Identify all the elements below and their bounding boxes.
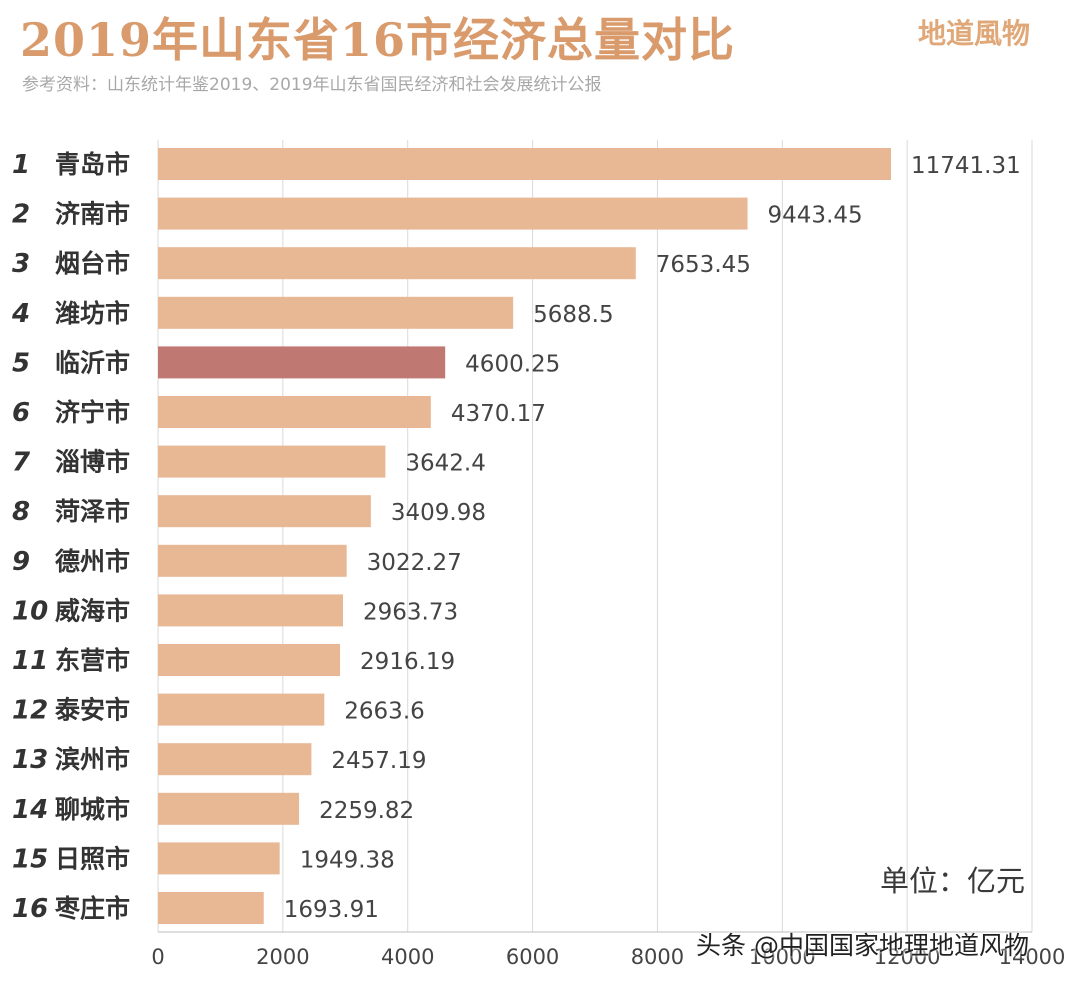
bar — [158, 594, 344, 627]
category-label: 青岛市 — [55, 150, 130, 179]
rank-label: 2 — [12, 200, 30, 230]
value-label: 5688.5 — [533, 302, 613, 328]
x-tick-label: 2000 — [256, 945, 309, 969]
unit-label: 单位：亿元 — [880, 864, 1026, 898]
category-label: 淄博市 — [55, 448, 130, 477]
source-note: 参考资料：山东统计年鉴2019、2019年山东省国民经济和社会发展统计公报 — [22, 75, 602, 95]
category-label: 德州市 — [55, 547, 130, 576]
brand-logo: 地道風物 — [917, 17, 1030, 50]
value-label: 2663.6 — [344, 699, 424, 725]
value-label: 4600.25 — [465, 351, 560, 377]
value-label: 2457.19 — [331, 748, 426, 774]
bar — [158, 396, 431, 428]
category-label: 济宁市 — [55, 398, 130, 427]
rank-label: 10 — [12, 596, 48, 626]
value-label: 4370.17 — [451, 401, 546, 427]
bar-layer — [158, 148, 891, 924]
category-label: 烟台市 — [55, 249, 130, 278]
value-label: 2916.19 — [360, 649, 455, 675]
rank-label: 4 — [11, 299, 30, 329]
value-label: 9443.45 — [768, 203, 863, 229]
rank-label: 9 — [12, 547, 30, 577]
rank-label: 14 — [12, 795, 48, 825]
value-label: 3409.98 — [391, 500, 486, 526]
bar — [158, 445, 386, 478]
bar — [158, 743, 312, 776]
value-label: 7653.45 — [656, 252, 751, 278]
category-label: 日照市 — [55, 844, 130, 873]
rank-label: 1 — [12, 150, 30, 180]
rank-label: 11 — [12, 646, 48, 676]
rank-label: 8 — [12, 497, 30, 527]
x-tick-label: 10000 — [749, 945, 816, 969]
bar — [158, 644, 341, 676]
category-label: 临沂市 — [55, 348, 130, 377]
bar — [158, 544, 347, 577]
bar — [158, 296, 514, 329]
category-label: 济南市 — [55, 200, 130, 229]
rank-label: 6 — [12, 398, 30, 428]
category-label: 潍坊市 — [55, 299, 130, 328]
bar — [158, 495, 371, 528]
category-label: 威海市 — [55, 596, 130, 625]
rank-label: 16 — [12, 894, 48, 924]
category-label: 聊城市 — [55, 795, 130, 824]
bar — [158, 346, 446, 379]
bar — [158, 148, 891, 180]
value-label: 3022.27 — [367, 550, 462, 576]
x-tick-label: 4000 — [381, 945, 434, 969]
bar — [158, 693, 325, 726]
rank-label: 3 — [12, 249, 30, 279]
value-label: 2259.82 — [319, 798, 414, 824]
value-label: 2963.73 — [363, 599, 458, 625]
x-tick-label: 0 — [151, 945, 164, 969]
x-tick-label: 14000 — [999, 945, 1066, 969]
bar — [158, 842, 280, 875]
watermark: 头条 @中国国家地理地道风物 — [696, 931, 1029, 960]
bar — [158, 247, 636, 280]
rank-label: 13 — [12, 745, 48, 775]
value-label: 3642.4 — [405, 451, 485, 477]
rank-label: 12 — [12, 696, 48, 726]
category-label: 菏泽市 — [55, 497, 130, 526]
x-tick-label: 6000 — [506, 945, 559, 969]
value-label: 1693.91 — [284, 897, 379, 923]
rank-label: 15 — [12, 844, 48, 874]
x-tick-label: 8000 — [631, 945, 684, 969]
category-label: 东营市 — [55, 646, 130, 675]
category-label: 泰安市 — [55, 696, 130, 725]
bar — [158, 197, 748, 230]
x-tick-label: 12000 — [874, 945, 941, 969]
bar — [158, 892, 264, 924]
rank-label: 5 — [12, 348, 30, 378]
value-label: 1949.38 — [300, 847, 395, 873]
bar — [158, 792, 300, 825]
category-label: 枣庄市 — [54, 894, 130, 923]
chart-title: 2019年山东省16市经济总量对比 — [20, 13, 736, 67]
rank-label: 7 — [12, 448, 31, 478]
value-label: 11741.31 — [911, 153, 1021, 179]
category-label: 滨州市 — [55, 745, 130, 774]
